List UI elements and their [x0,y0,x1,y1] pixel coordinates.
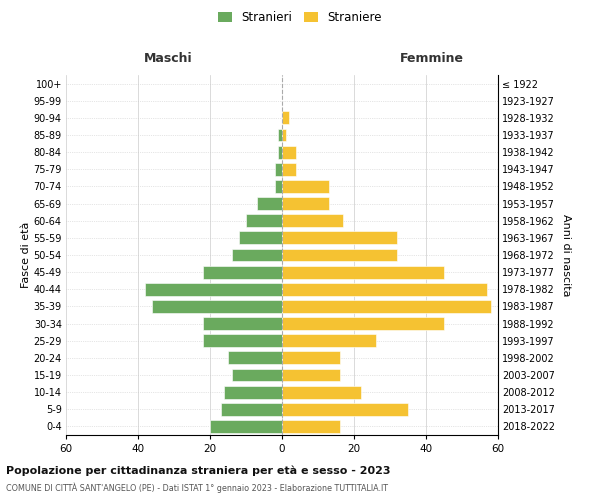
Bar [282,352,340,364]
Bar [203,334,282,347]
Bar [210,420,282,433]
Y-axis label: Anni di nascita: Anni di nascita [561,214,571,296]
Bar [282,232,397,244]
Bar [224,386,282,398]
Bar [282,128,286,141]
Bar [282,214,343,227]
Bar [282,197,329,210]
Bar [282,334,376,347]
Bar [275,180,282,193]
Bar [278,128,282,141]
Text: COMUNE DI CITTÀ SANT'ANGELO (PE) - Dati ISTAT 1° gennaio 2023 - Elaborazione TUT: COMUNE DI CITTÀ SANT'ANGELO (PE) - Dati … [6,482,388,493]
Bar [282,317,444,330]
Bar [282,420,340,433]
Bar [232,248,282,262]
Bar [152,300,282,313]
Bar [282,112,289,124]
Bar [228,352,282,364]
Bar [282,180,329,193]
Bar [282,283,487,296]
Bar [282,386,361,398]
Bar [282,163,296,175]
Bar [282,300,491,313]
Bar [275,163,282,175]
Bar [203,266,282,278]
Bar [282,368,340,382]
Bar [239,232,282,244]
Bar [282,146,296,158]
Bar [282,266,444,278]
Bar [257,197,282,210]
Bar [221,403,282,415]
Text: Femmine: Femmine [400,52,464,65]
Bar [203,317,282,330]
Text: Popolazione per cittadinanza straniera per età e sesso - 2023: Popolazione per cittadinanza straniera p… [6,465,391,475]
Legend: Stranieri, Straniere: Stranieri, Straniere [218,11,382,24]
Bar [232,368,282,382]
Bar [282,248,397,262]
Bar [278,146,282,158]
Y-axis label: Fasce di età: Fasce di età [20,222,31,288]
Bar [282,403,408,415]
Text: Maschi: Maschi [143,52,193,65]
Bar [246,214,282,227]
Bar [145,283,282,296]
